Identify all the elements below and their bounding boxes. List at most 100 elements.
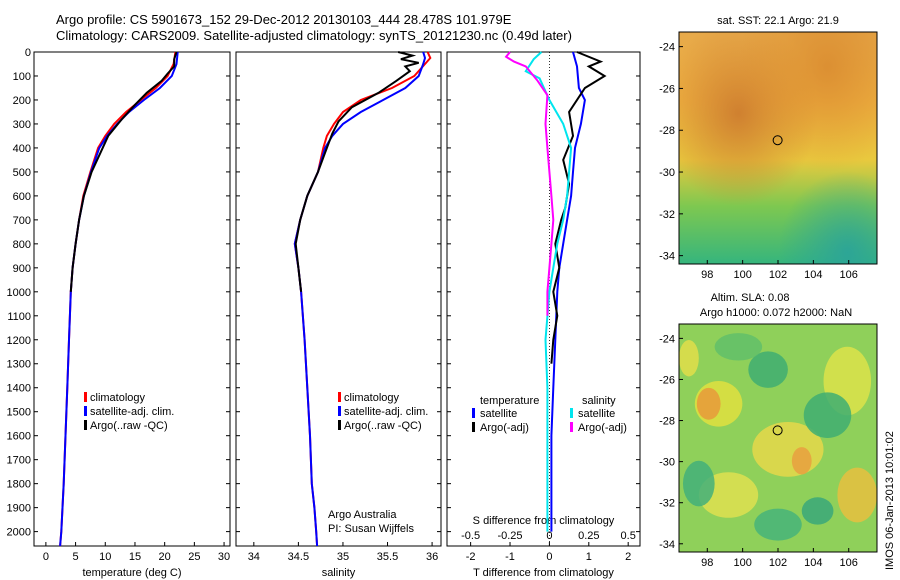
lat-tick-label: -26	[659, 374, 675, 386]
depth-tick-label: 1700	[7, 455, 31, 467]
x-tick-label: 1	[586, 551, 592, 563]
depth-tick-label: 1100	[7, 311, 31, 323]
lat-tick-label: -28	[659, 416, 675, 428]
x-tick-label: 5	[73, 551, 79, 563]
depth-tick-label: 2000	[7, 527, 31, 539]
lat-tick-label: -32	[659, 498, 675, 510]
figure-title-line1: Argo profile: CS 5901673_152 29-Dec-2012…	[56, 12, 512, 27]
lon-tick-label: 100	[733, 557, 751, 569]
depth-tick-label: 1300	[7, 359, 31, 371]
x2-axis-label: S difference from climatology	[473, 515, 615, 527]
lon-tick-label: 104	[804, 557, 822, 569]
map-title: sat. SST: 22.1 Argo: 21.9	[717, 15, 839, 27]
lat-tick-label: -30	[659, 457, 675, 469]
x-tick-label: 34.5	[288, 551, 309, 563]
x-tick-label: -2	[466, 551, 476, 563]
depth-tick-label: 1600	[7, 431, 31, 443]
sla-anomaly-patch	[679, 339, 699, 377]
depth-tick-label: 1400	[7, 383, 31, 395]
series-line	[524, 51, 573, 532]
lat-tick-label: -26	[659, 83, 675, 95]
lat-tick-label: -24	[659, 333, 675, 345]
x-tick-label: 20	[159, 551, 171, 563]
lat-tick-label: -32	[659, 209, 675, 221]
sst-field-cool	[679, 32, 877, 264]
x-tick-label: 34	[248, 551, 260, 563]
x-tick-label: 10	[99, 551, 111, 563]
depth-tick-label: 1900	[7, 503, 31, 515]
x-axis-label: salinity	[322, 567, 356, 579]
x-tick-label: 2	[625, 551, 631, 563]
plot-frame	[446, 51, 641, 547]
legend-swatch	[570, 422, 573, 432]
x-axis-label: temperature (deg C)	[82, 567, 181, 579]
panel-difference: -2 -1 0 1 2 T difference from climatology -0.5…	[446, 51, 641, 579]
legend-swatch	[570, 408, 573, 418]
legend-swatch	[84, 420, 87, 430]
lat-tick-label: -30	[659, 167, 675, 179]
legend-swatch	[338, 420, 341, 430]
credit-note: PI: Susan Wijffels	[328, 523, 414, 535]
sla-anomaly-patch	[748, 351, 788, 388]
x-tick-label: -1	[505, 551, 515, 563]
legend-swatch	[472, 422, 475, 432]
legend-swatch	[338, 406, 341, 416]
sla-anomaly-patch	[803, 392, 852, 439]
x-axis-label: T difference from climatology	[473, 567, 614, 579]
legend-swatch	[84, 392, 87, 402]
legend-swatch	[84, 406, 87, 416]
depth-tick-label: 400	[13, 143, 31, 155]
series-line	[504, 51, 555, 316]
sla-anomaly-patch	[837, 467, 877, 523]
footer-stamp: IMOS 06-Jan-2013 10:01:02	[884, 431, 896, 570]
depth-tick-label: 300	[13, 119, 31, 131]
argo-position-marker	[772, 425, 783, 436]
legend-label: satellite	[480, 408, 517, 420]
argo-position-marker	[772, 135, 783, 146]
lon-tick-label: 106	[840, 269, 858, 281]
lat-tick-label: -28	[659, 125, 675, 137]
legend-label: Argo(..raw -QC)	[344, 420, 422, 432]
legend-label: satellite-adj. clim.	[90, 406, 174, 418]
sla-anomaly-patch	[714, 333, 763, 361]
legend-swatch	[338, 392, 341, 402]
panel-salinity: 34 34.5 35 35.5 36 salinity climatology satelli…	[235, 51, 442, 579]
panel-temperature: 0100200300400500600700800900100011001200…	[7, 47, 231, 579]
depth-tick-label: 1000	[7, 287, 31, 299]
lon-tick-label: 102	[769, 269, 787, 281]
depth-tick-label: 700	[13, 215, 31, 227]
plot-frame	[235, 51, 442, 547]
x-tick-label: 15	[129, 551, 141, 563]
map-title: Altim. SLA: 0.08	[711, 292, 790, 304]
legend-label: climatology	[344, 392, 400, 404]
lon-tick-label: 100	[733, 269, 751, 281]
lon-tick-label: 106	[840, 557, 858, 569]
depth-tick-label: 500	[13, 167, 31, 179]
x2-tick-label: 0.5	[621, 530, 636, 542]
depth-tick-label: 0	[25, 47, 31, 59]
lon-tick-label: 104	[804, 269, 822, 281]
x2-tick-label: -0.25	[497, 530, 522, 542]
sla-anomaly-patch	[791, 447, 812, 475]
legend-label: Argo(..raw -QC)	[90, 420, 168, 432]
depth-tick-label: 1500	[7, 407, 31, 419]
legend-label: Argo(-adj)	[578, 422, 627, 434]
depth-tick-label: 900	[13, 263, 31, 275]
x-tick-label: 25	[188, 551, 200, 563]
x-tick-label: 0	[43, 551, 49, 563]
x-tick-label: 30	[218, 551, 230, 563]
sla-anomaly-patch	[682, 460, 715, 507]
x-tick-label: 36	[426, 551, 438, 563]
lon-tick-label: 98	[701, 269, 713, 281]
x2-tick-label: -0.5	[461, 530, 480, 542]
map-subtitle: Argo h1000: 0.072 h2000: NaN	[700, 307, 852, 319]
panel-sst_map: 98 100 102 104 106 -24 -26 -28 -30 -32 -34 sat. SST…	[659, 15, 878, 281]
legend-label: satellite	[578, 408, 615, 420]
sla-anomaly-patch	[754, 508, 802, 541]
legend-label: satellite-adj. clim.	[344, 406, 428, 418]
plot-frame	[33, 51, 231, 547]
depth-tick-label: 200	[13, 95, 31, 107]
depth-tick-label: 800	[13, 239, 31, 251]
lon-tick-label: 102	[769, 557, 787, 569]
lat-tick-label: -34	[659, 539, 675, 551]
